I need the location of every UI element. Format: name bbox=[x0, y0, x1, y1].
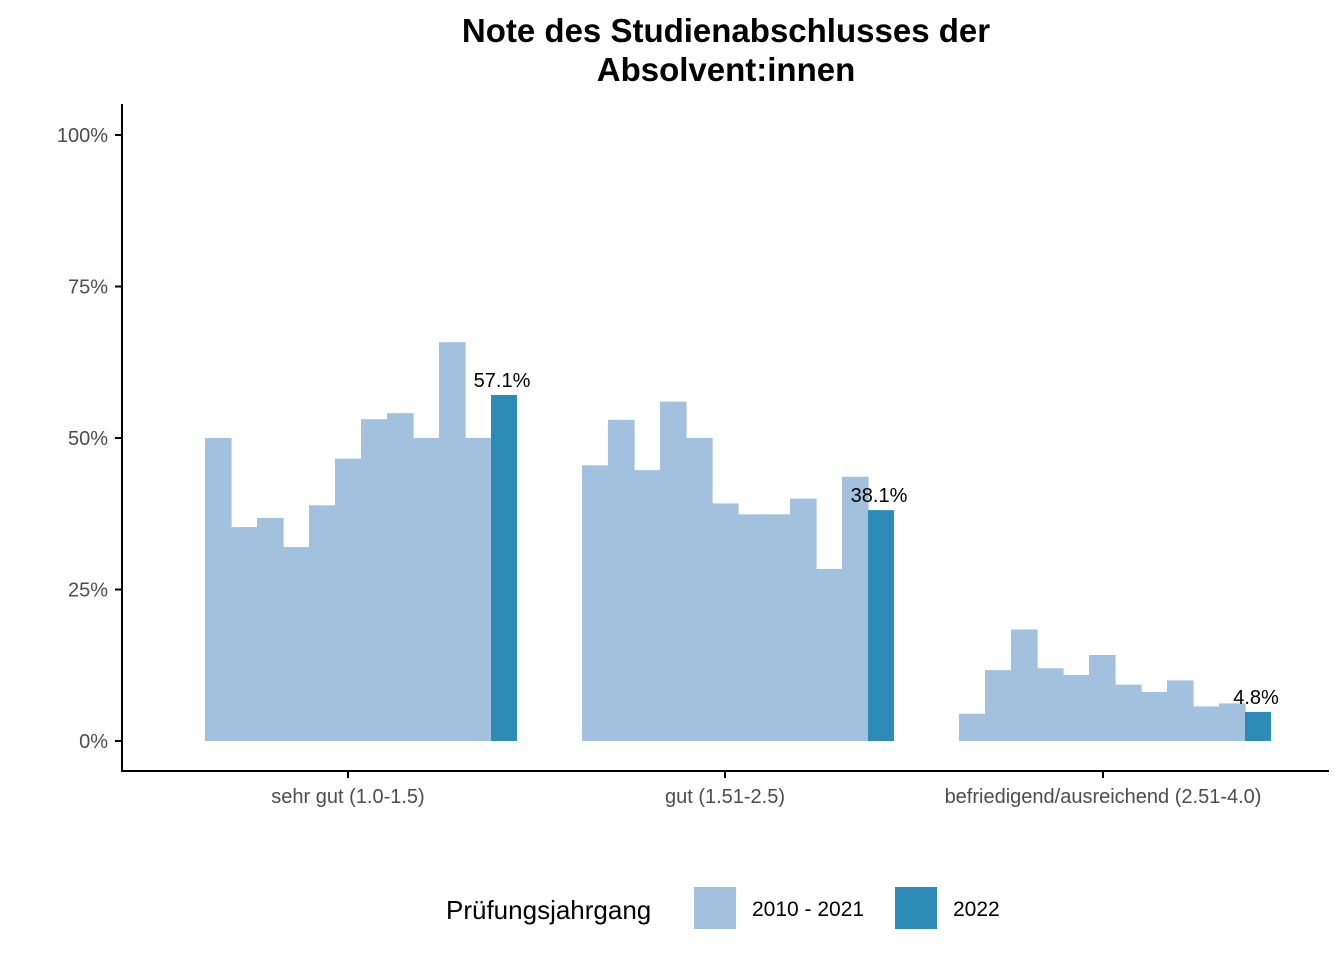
x-tick-label-0: sehr gut (1.0-1.5) bbox=[271, 786, 424, 808]
bar-2-10 bbox=[816, 568, 843, 741]
bar-1-1 bbox=[205, 438, 232, 741]
x-ticks: sehr gut (1.0-1.5) gut (1.51-2.5) befriedi… bbox=[271, 771, 1261, 808]
bar-1-4 bbox=[283, 547, 310, 741]
y-tick-label-4: 100% bbox=[57, 125, 108, 147]
bar-2-8 bbox=[764, 514, 791, 741]
bar-1-6 bbox=[335, 458, 362, 741]
bar-1-8 bbox=[387, 413, 414, 741]
bar-2-2 bbox=[608, 419, 635, 741]
legend-label-2022: 2022 bbox=[953, 898, 1000, 921]
bar-3-3 bbox=[1011, 629, 1038, 741]
bar-2-3 bbox=[634, 470, 661, 741]
legend-label-2010-2021: 2010 - 2021 bbox=[752, 898, 864, 921]
bar-1-10 bbox=[439, 342, 466, 741]
legend-swatch-2022 bbox=[895, 887, 937, 929]
bar-2-9 bbox=[790, 498, 817, 741]
bar-1-2 bbox=[231, 527, 258, 741]
y-tick-label-3: 75% bbox=[68, 277, 108, 299]
bar-3-10 bbox=[1193, 706, 1220, 741]
bar-3-8 bbox=[1141, 691, 1168, 741]
bar-3-7 bbox=[1115, 684, 1142, 741]
bar-2-4 bbox=[660, 401, 687, 741]
bar-2-5 bbox=[686, 438, 713, 741]
chart-title: Note des Studienabschlusses der Absolven… bbox=[462, 12, 990, 88]
bar-1-9 bbox=[413, 438, 440, 741]
bar-1-12 bbox=[491, 394, 517, 741]
bar-1-5 bbox=[309, 505, 336, 741]
bar-2-12 bbox=[868, 510, 894, 741]
bar-3-6 bbox=[1089, 654, 1116, 741]
legend-title: Prüfungsjahrgang bbox=[446, 895, 651, 925]
bar-3-5 bbox=[1063, 674, 1090, 741]
bar-3-2 bbox=[985, 670, 1012, 741]
bar-3-9 bbox=[1167, 680, 1194, 741]
bar-1-7 bbox=[361, 419, 388, 741]
bar-3-1 bbox=[959, 713, 986, 741]
y-tick-label-0: 0% bbox=[79, 731, 108, 753]
bar-2-6 bbox=[712, 503, 739, 741]
data-label-1: 57.1% bbox=[474, 370, 531, 392]
data-labels: 57.1% 38.1% 4.8% bbox=[474, 370, 1279, 709]
chart-title-line-1: Note des Studienabschlusses der bbox=[462, 12, 990, 49]
bar-2-1 bbox=[582, 465, 609, 741]
legend-swatch-2010-2021 bbox=[694, 887, 736, 929]
bar-1-3 bbox=[257, 517, 284, 741]
y-ticks: 0% 25% 50% 75% 100% bbox=[57, 125, 122, 753]
bars bbox=[205, 342, 1271, 741]
bar-3-11 bbox=[1219, 703, 1246, 741]
bar-3-4 bbox=[1037, 668, 1064, 741]
legend: Prüfungsjahrgang 2010 - 2021 2022 bbox=[446, 887, 1000, 929]
bar-2-7 bbox=[738, 514, 765, 741]
bar-2-11 bbox=[842, 476, 869, 741]
data-label-2: 38.1% bbox=[851, 485, 908, 507]
bar-3-12 bbox=[1245, 711, 1271, 741]
data-label-3: 4.8% bbox=[1233, 687, 1279, 709]
y-tick-label-2: 50% bbox=[68, 428, 108, 450]
x-tick-label-1: gut (1.51-2.5) bbox=[665, 786, 785, 808]
chart-title-line-2: Absolvent:innen bbox=[597, 51, 856, 88]
x-tick-label-2: befriedigend/ausreichend (2.51-4.0) bbox=[945, 786, 1262, 808]
y-tick-label-1: 25% bbox=[68, 580, 108, 602]
bar-1-11 bbox=[465, 438, 492, 741]
